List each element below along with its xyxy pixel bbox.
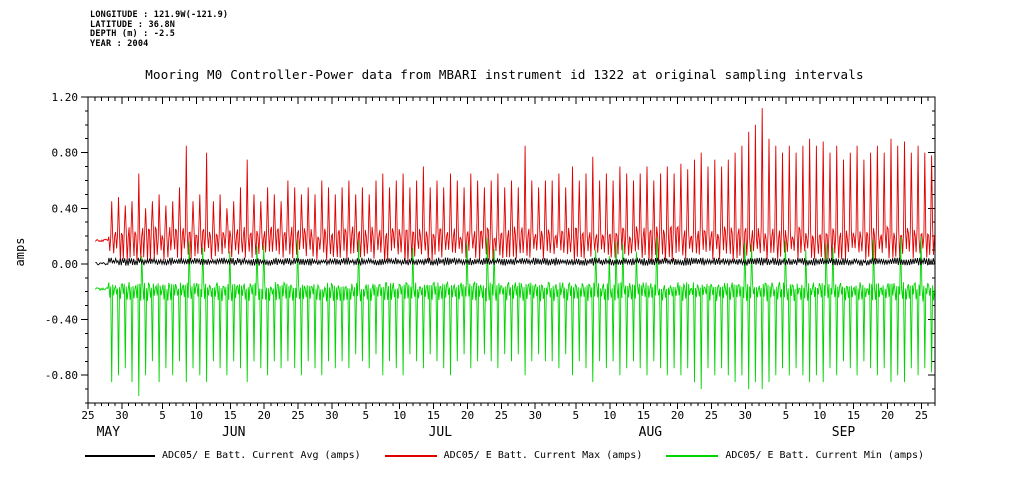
svg-text:JUL: JUL <box>429 425 453 440</box>
svg-text:20: 20 <box>671 409 684 422</box>
svg-text:25: 25 <box>81 409 94 422</box>
svg-text:0.40: 0.40 <box>52 202 79 215</box>
legend-swatch-min <box>666 454 719 457</box>
svg-text:10: 10 <box>190 409 203 422</box>
chart-title: Mooring M0 Controller-Power data from MB… <box>145 67 864 82</box>
svg-text:0.80: 0.80 <box>52 147 79 160</box>
series-min-line <box>94 236 935 397</box>
svg-text:MAY: MAY <box>97 425 121 440</box>
svg-text:15: 15 <box>847 409 860 422</box>
metadata-longitude: LONGITUDE : 121.9W(-121.9) <box>90 10 229 20</box>
svg-text:25: 25 <box>495 409 508 422</box>
metadata-year: YEAR : 2004 <box>90 38 149 49</box>
legend: ADC05/ E Batt. Current Avg (amps) ADC05/… <box>0 450 1009 461</box>
series-max-line <box>94 108 935 262</box>
legend-item-max: ADC05/ E Batt. Current Max (amps) <box>384 450 643 461</box>
svg-text:-0.80: -0.80 <box>45 369 78 382</box>
svg-text:15: 15 <box>224 409 237 422</box>
svg-text:5: 5 <box>573 409 580 422</box>
svg-text:1.20: 1.20 <box>52 91 79 104</box>
svg-text:10: 10 <box>813 409 826 422</box>
metadata-depth: DEPTH (m) : -2.5 <box>90 29 176 39</box>
legend-label-max: ADC05/ E Batt. Current Max (amps) <box>443 450 643 461</box>
svg-text:25: 25 <box>705 409 718 422</box>
svg-text:30: 30 <box>739 409 752 422</box>
series-avg-line <box>95 256 935 267</box>
legend-item-min: ADC05/ E Batt. Current Min (amps) <box>666 450 924 461</box>
svg-text:25: 25 <box>915 409 928 422</box>
svg-text:15: 15 <box>427 409 440 422</box>
legend-item-avg: ADC05/ E Batt. Current Avg (amps) <box>84 450 361 461</box>
svg-text:30: 30 <box>115 409 128 422</box>
y-axis: 1.20 0.80 0.40 0.00 -0.40 -0.80 <box>45 91 935 404</box>
svg-text:-0.40: -0.40 <box>45 314 78 327</box>
legend-swatch-max <box>384 454 437 457</box>
x-axis: 25 30 5 10 15 20 25 30 5 10 15 20 25 30 5 10 15 20 25 30 5 10… <box>81 97 936 440</box>
svg-text:15: 15 <box>637 409 650 422</box>
legend-label-min: ADC05/ E Batt. Current Min (amps) <box>725 450 925 461</box>
svg-text:20: 20 <box>258 409 271 422</box>
svg-text:5: 5 <box>159 409 166 422</box>
svg-text:20: 20 <box>461 409 474 422</box>
svg-text:SEP: SEP <box>832 425 856 440</box>
svg-text:5: 5 <box>363 409 370 422</box>
svg-text:30: 30 <box>529 409 542 422</box>
svg-text:25: 25 <box>291 409 304 422</box>
svg-text:AUG: AUG <box>639 425 663 440</box>
svg-text:5: 5 <box>783 409 790 422</box>
svg-text:20: 20 <box>881 409 894 422</box>
svg-text:JUN: JUN <box>222 425 245 440</box>
legend-label-avg: ADC05/ E Batt. Current Avg (amps) <box>161 450 361 461</box>
metadata-latitude: LATITUDE : 36.8N <box>90 19 176 30</box>
svg-text:30: 30 <box>325 409 338 422</box>
svg-text:0.00: 0.00 <box>52 258 79 271</box>
svg-text:10: 10 <box>393 409 406 422</box>
metadata-block: LONGITUDE : 121.9W(-121.9) LATITUDE : 36… <box>90 10 229 49</box>
legend-swatch-avg <box>84 454 155 457</box>
svg-text:10: 10 <box>603 409 616 422</box>
